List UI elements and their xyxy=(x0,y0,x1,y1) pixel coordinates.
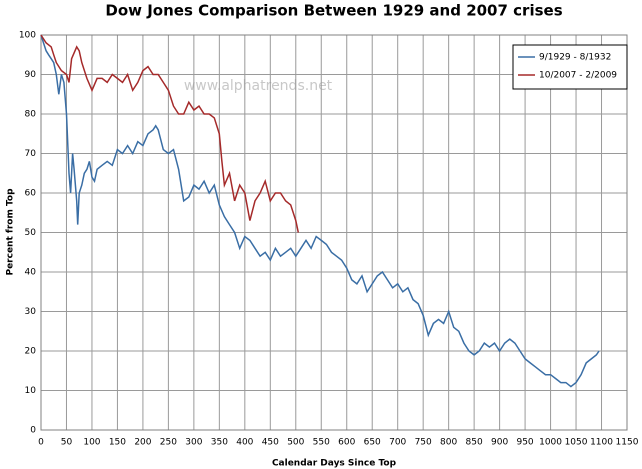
y-axis-label: Percent from Top xyxy=(6,188,16,276)
x-tick-label: 650 xyxy=(364,438,381,448)
x-tick-label: 550 xyxy=(313,438,330,448)
y-tick-label: 80 xyxy=(25,110,37,120)
y-tick-label: 70 xyxy=(25,149,37,159)
x-tick-label: 0 xyxy=(38,438,44,448)
x-tick-label: 200 xyxy=(134,438,151,448)
x-tick-label: 600 xyxy=(338,438,355,448)
x-tick-label: 450 xyxy=(262,438,279,448)
y-tick-label: 40 xyxy=(25,268,37,278)
series-line xyxy=(40,34,600,388)
x-tick-label: 500 xyxy=(287,438,304,448)
x-tick-label: 1150 xyxy=(616,438,639,448)
x-tick-label: 750 xyxy=(415,438,432,448)
x-tick-label: 900 xyxy=(491,438,508,448)
y-tick-label: 60 xyxy=(25,189,37,199)
y-tick-label: 10 xyxy=(25,386,37,396)
x-tick-label: 700 xyxy=(389,438,406,448)
y-tick-label: 90 xyxy=(25,70,37,80)
y-tick-label: 20 xyxy=(25,347,37,357)
x-tick-label: 1050 xyxy=(565,438,588,448)
x-tick-label: 100 xyxy=(83,438,100,448)
series-line xyxy=(40,34,300,233)
x-tick-label: 250 xyxy=(160,438,177,448)
legend-label: 10/2007 - 2/2009 xyxy=(539,71,617,81)
x-tick-label: 950 xyxy=(516,438,533,448)
y-tick-label: 100 xyxy=(19,31,36,41)
chart-title: Dow Jones Comparison Between 1929 and 20… xyxy=(105,2,562,20)
y-tick-label: 0 xyxy=(30,426,36,436)
plot-border xyxy=(40,34,628,431)
y-tick-label: 30 xyxy=(25,307,37,317)
x-tick-label: 850 xyxy=(466,438,483,448)
legend-label: 9/1929 - 8/1932 xyxy=(539,53,611,63)
watermark: www.alphatrends.net xyxy=(184,78,333,94)
x-tick-label: 50 xyxy=(61,438,73,448)
x-tick-label: 350 xyxy=(211,438,228,448)
x-tick-label: 300 xyxy=(185,438,202,448)
x-tick-label: 400 xyxy=(236,438,253,448)
x-tick-label: 800 xyxy=(440,438,457,448)
legend-box xyxy=(512,44,628,90)
x-tick-label: 1100 xyxy=(590,438,613,448)
y-tick-label: 50 xyxy=(25,228,37,238)
x-tick-label: 150 xyxy=(109,438,126,448)
x-axis-label: Calendar Days Since Top xyxy=(272,459,397,469)
x-tick-label: 1000 xyxy=(539,438,562,448)
